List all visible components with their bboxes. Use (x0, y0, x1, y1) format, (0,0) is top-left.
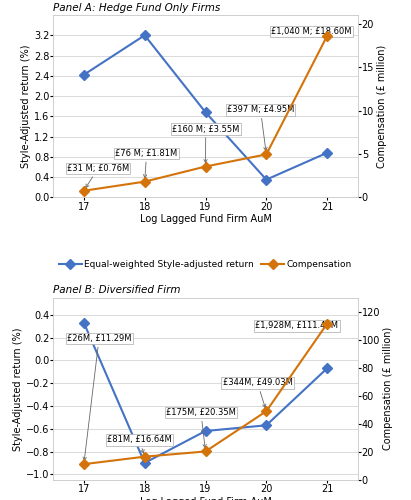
X-axis label: Log Lagged Fund Firm AuM: Log Lagged Fund Firm AuM (140, 214, 271, 224)
Text: Panel A: Hedge Fund Only Firms: Panel A: Hedge Fund Only Firms (53, 3, 221, 13)
Y-axis label: Style-Adjusted return (%): Style-Adjusted return (%) (13, 327, 23, 450)
Text: Panel B: Diversified Firm: Panel B: Diversified Firm (53, 286, 181, 296)
Text: £1,928M, £111.46M: £1,928M, £111.46M (255, 322, 338, 330)
Text: £31 M; £0.76M: £31 M; £0.76M (67, 164, 129, 188)
Text: £26M, £11.29M: £26M, £11.29M (67, 334, 131, 460)
Y-axis label: Compensation (£ million): Compensation (£ million) (383, 327, 393, 450)
Text: £175M, £20.35M: £175M, £20.35M (166, 408, 236, 448)
Text: £1,040 M; £18.60M: £1,040 M; £18.60M (271, 27, 352, 36)
Y-axis label: Style-Adjusted return (%): Style-Adjusted return (%) (21, 44, 31, 168)
Text: £160 M; £3.55M: £160 M; £3.55M (172, 124, 240, 163)
Text: £81M, £16.64M: £81M, £16.64M (107, 436, 172, 453)
Text: £397 M; £4.95M: £397 M; £4.95M (227, 106, 294, 150)
Text: £76 M; £1.81M: £76 M; £1.81M (115, 149, 178, 178)
X-axis label: Log Lagged Fund Firm AuM: Log Lagged Fund Firm AuM (140, 497, 271, 500)
Text: £344M, £49.03M: £344M, £49.03M (222, 378, 292, 408)
Y-axis label: Compensation (£ million): Compensation (£ million) (377, 44, 387, 168)
Legend: Equal-weighted Style-adjusted return, Compensation: Equal-weighted Style-adjusted return, Co… (59, 260, 352, 269)
